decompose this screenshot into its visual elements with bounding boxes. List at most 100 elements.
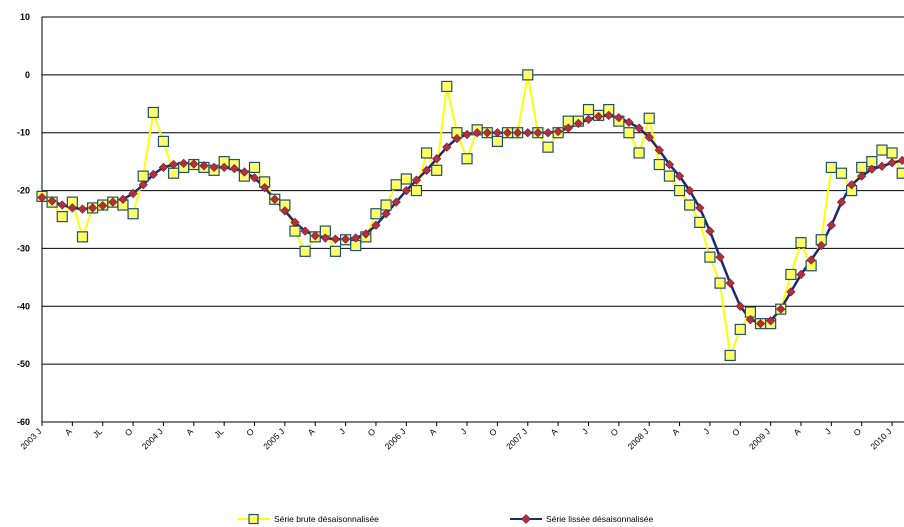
x-tick-label: JL	[212, 426, 226, 440]
smoothed-point	[168, 159, 179, 170]
x-tick-label: O	[730, 426, 742, 438]
raw-point	[704, 251, 716, 263]
smoothed-point	[836, 197, 847, 207]
legend-item-smoothed: Série lissée désaisonnalisée	[510, 512, 653, 526]
smoothed-point	[654, 145, 664, 155]
x-tick-label: A	[548, 426, 559, 437]
raw-point	[410, 184, 423, 197]
smoothed-point	[745, 314, 756, 325]
legend-smoothed-label: Série lissée désaisonnalisée	[546, 514, 654, 524]
smoothed-point	[138, 180, 148, 190]
smoothed-point	[563, 123, 573, 133]
smoothed-point	[806, 255, 816, 265]
raw-point	[76, 231, 89, 243]
y-tick-label: -20	[17, 186, 30, 196]
smoothed-point	[685, 185, 695, 196]
raw-point	[633, 147, 645, 159]
smoothed-point	[330, 234, 341, 244]
smoothed-point	[209, 162, 219, 173]
x-tick-label: J	[580, 426, 590, 436]
raw-point	[835, 167, 848, 179]
smoothed-point	[664, 159, 675, 170]
smoothed-point	[340, 234, 351, 244]
smoothed-point	[786, 287, 796, 297]
raw-point	[522, 69, 534, 81]
raw-point	[714, 277, 726, 289]
raw-point	[582, 103, 595, 116]
smoothed-point	[593, 111, 604, 122]
smoothed-point	[644, 132, 654, 142]
y-tick-label: 0	[25, 70, 30, 80]
smoothed-point	[604, 110, 614, 120]
x-tick-label: 2003 J	[18, 426, 43, 451]
smoothed-point	[776, 304, 786, 314]
raw-point	[795, 237, 807, 249]
smoothed-point	[351, 233, 361, 243]
smoothed-point	[391, 197, 401, 207]
raw-point	[441, 80, 453, 93]
smoothed-point	[371, 220, 381, 230]
raw-point	[56, 211, 68, 223]
x-tick-label: O	[487, 426, 499, 438]
raw-point	[127, 208, 139, 220]
smoothed-point	[533, 128, 543, 138]
x-tick-label: 2005 J	[261, 426, 286, 451]
smoothed-point	[725, 278, 735, 288]
y-tick-label: -30	[17, 243, 30, 253]
smoothed-point	[249, 173, 260, 183]
x-tick-label: A	[670, 426, 681, 437]
gridlines	[41, 16, 904, 423]
smoothed-point	[260, 183, 270, 193]
smoothed-point	[624, 117, 634, 127]
smoothed-point	[442, 142, 452, 152]
raw-point	[147, 106, 159, 119]
x-tick-label: A	[427, 426, 438, 437]
smoothed-point	[462, 129, 472, 140]
x-tick-label: 2004 J	[140, 426, 165, 451]
y-tick-label: -40	[17, 301, 30, 311]
x-tick-label: J	[458, 426, 468, 436]
x-axis: 2003 J A JL O 2004 J A JL O 2005 J A J O 2006 J A J O 20…	[18, 422, 893, 451]
smoothed-point	[158, 162, 169, 173]
smoothed-point	[57, 200, 67, 210]
smoothed-point	[755, 319, 766, 329]
raw-point	[370, 208, 382, 220]
y-tick-label: -10	[17, 128, 30, 138]
smoothed-point	[310, 231, 320, 241]
smoothed-point	[816, 240, 826, 251]
x-tick-label: 2009 J	[747, 426, 772, 451]
y-tick-label: 10	[20, 12, 30, 22]
raw-point	[400, 173, 412, 185]
smoothed-point	[715, 252, 725, 262]
x-tick-label: O	[123, 426, 135, 438]
raw-series-line	[41, 74, 904, 360]
smoothed-point	[401, 185, 411, 196]
smoothed-point	[897, 155, 904, 166]
smoothed-point	[553, 126, 563, 137]
raw-point	[542, 141, 554, 153]
smoothed-point	[695, 203, 705, 213]
raw-point	[461, 153, 473, 165]
smoothed-point	[482, 128, 492, 138]
smoothed-point	[826, 220, 836, 230]
x-tick-label: O	[608, 426, 620, 438]
raw-point	[886, 147, 898, 159]
raw-point	[299, 245, 311, 257]
raw-point	[896, 167, 904, 179]
raw-point	[673, 184, 686, 197]
raw-point	[876, 144, 888, 156]
smoothed-point	[543, 128, 553, 138]
raw-point	[248, 161, 261, 174]
smoothed-point	[219, 162, 229, 173]
smoothed-point	[735, 301, 745, 311]
raw-point	[491, 135, 503, 147]
x-tick-label: 2008 J	[625, 426, 650, 451]
smoothed-point	[229, 163, 239, 174]
x-tick-label: O	[366, 426, 378, 438]
raw-point	[643, 112, 655, 124]
raw-point	[734, 323, 746, 336]
raw-point	[856, 161, 868, 174]
raw-point	[694, 216, 706, 228]
raw-point	[663, 170, 676, 182]
smoothed-point	[432, 154, 442, 164]
